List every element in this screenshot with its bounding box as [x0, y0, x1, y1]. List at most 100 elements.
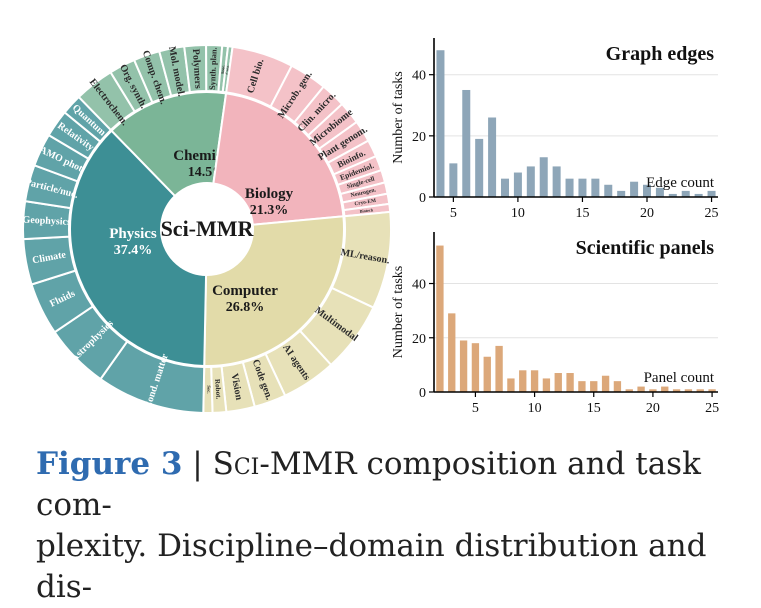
- sunburst-domain-label-neurogen: Neurogen.: [350, 187, 377, 199]
- scientific-panels-bar: [495, 345, 503, 392]
- caption-separator: |: [182, 446, 213, 482]
- scientific-panels-x-tick-label: 25: [705, 401, 719, 416]
- graph-edges-y-tick-label: 40: [412, 69, 426, 84]
- sunburst-discipline-share-computer: 26.8%: [226, 300, 265, 315]
- graph-edges-bar: [617, 190, 626, 197]
- sunburst-discipline-physics: [69, 129, 208, 367]
- graph-edges-x-label: Edge count: [646, 175, 715, 191]
- graph-edges-bar: [655, 187, 664, 197]
- caption-benchmark-name: Sci-MMR: [212, 446, 357, 482]
- figure-label: Figure 3: [36, 446, 183, 482]
- scientific-panels-bar: [684, 389, 693, 392]
- graph-edges-bar: [552, 166, 561, 197]
- scientific-panels-bar: [519, 370, 527, 392]
- scientific-panels-bar: [637, 386, 645, 392]
- scientific-panels-bar: [708, 389, 716, 392]
- scientific-panels-bar: [625, 389, 633, 392]
- graph-edges-x-tick-label: 5: [450, 206, 457, 221]
- graph-edges-y-tick-label: 0: [419, 191, 426, 206]
- sunburst-domain-label-synth-plan: Synth. plan.: [208, 47, 219, 90]
- graph-edges-bar: [694, 193, 703, 197]
- sunburst-domain-label-polymers: Polymers: [190, 49, 204, 90]
- scientific-panels-bar: [554, 373, 562, 392]
- sunburst-discipline-label-computer: Computer: [212, 283, 278, 299]
- scientific-panels-x-tick-label: 5: [472, 401, 479, 416]
- scientific-panels-bar: [530, 370, 539, 392]
- graph-edges-x-tick-label: 25: [705, 206, 719, 221]
- scientific-panels-bar: [448, 313, 456, 392]
- scientific-panels-bar: [578, 381, 586, 392]
- graph-edges-bar: [500, 178, 510, 197]
- figure-caption: Figure 3 | Sci-MMR composition and task …: [36, 444, 736, 608]
- scientific-panels-bar: [459, 340, 468, 392]
- scientific-panels-bar: [471, 343, 480, 392]
- graph-edges-bar: [436, 50, 445, 197]
- sunburst-chart: Electrochem.Org. synth.Comp. chem.Mol. m…: [22, 43, 392, 414]
- graph-edges-bar: [630, 181, 639, 197]
- graph-edges-y-tick-label: 20: [412, 130, 426, 145]
- scientific-panels-bar: [507, 378, 515, 392]
- scientific-panels-bar: [601, 375, 610, 392]
- sunburst-domain-label-sec: Sec.: [205, 385, 210, 393]
- sunburst-domain-label-geophysics: Geophysics: [22, 215, 71, 228]
- scientific-panels-bar: [542, 378, 551, 392]
- scientific-panels-x-tick-label: 15: [587, 401, 601, 416]
- scientific-panels-bar: [566, 373, 574, 392]
- scientific-panels-y-tick-label: 40: [412, 278, 426, 293]
- scientific-panels-bar: [672, 389, 681, 392]
- graph-edges-x-tick-label: 10: [511, 206, 525, 221]
- sunburst-domain-label-cata: Cata.: [224, 65, 230, 75]
- scientific-panels-y-tick-label: 20: [412, 332, 426, 347]
- sunburst-discipline-label-physics: Physics: [109, 226, 157, 242]
- scientific-panels-bar: [696, 389, 704, 392]
- graph-edges-bar: [604, 184, 613, 197]
- sunburst-domain-quantum: [63, 95, 113, 143]
- graph-edges-title: Graph edges: [606, 43, 715, 65]
- sunburst-domain-label-spec: Spec.: [220, 64, 226, 74]
- scientific-panels-bar: [613, 381, 622, 392]
- figure-canvas: Electrochem.Org. synth.Comp. chem.Mol. m…: [22, 38, 719, 416]
- scientific-panels-bar: [483, 356, 491, 392]
- sunburst-discipline-computer: [203, 215, 345, 367]
- graph-edges-chart: 0 20 40 5 10 15 20 25 Graph edges Edge count Numbe…: [391, 38, 719, 221]
- scientific-panels-x-tick-label: 10: [528, 401, 542, 416]
- scientific-panels-bar: [436, 245, 444, 392]
- graph-edges-y-label: Number of tasks: [391, 71, 406, 164]
- sunburst-domain-label-cryo-em: Cryo-EM: [354, 198, 376, 207]
- sunburst-discipline-label-biology: Biology: [245, 186, 294, 202]
- graph-edges-bar: [526, 166, 535, 197]
- scientific-panels-y-tick-label: 0: [419, 386, 426, 401]
- graph-edges-x-tick-label: 15: [575, 206, 589, 221]
- scientific-panels-title: Scientific panels: [576, 237, 715, 259]
- sunburst-domain-label-biotech: Biotech: [359, 207, 374, 214]
- graph-edges-bar: [668, 193, 677, 197]
- caption-text-line2: plexity. Discipline–domain distribution …: [36, 528, 707, 605]
- scientific-panels-bar: [661, 386, 669, 392]
- caption-text-line1: composition and task com-: [36, 446, 701, 523]
- scientific-panels-y-label: Number of tasks: [391, 266, 406, 359]
- scientific-panels-bar: [649, 389, 657, 392]
- scientific-panels-x-tick-label: 20: [646, 401, 660, 416]
- scientific-panels-bar: [590, 381, 598, 392]
- graph-edges-bar: [539, 157, 548, 197]
- graph-edges-bar: [681, 190, 690, 197]
- graph-edges-bar: [707, 190, 716, 197]
- scientific-panels-chart: 0 20 40 5 10 15 20 25 Scientific panels Panel cou…: [391, 232, 719, 416]
- graph-edges-bar: [462, 89, 471, 197]
- graph-edges-bar: [488, 117, 497, 197]
- sunburst-domain-label-vision: Vision: [228, 373, 244, 402]
- graph-edges-bar: [578, 178, 587, 197]
- sunburst-domain-label-robot: Robot.: [213, 379, 222, 400]
- sunburst-center-hole: [162, 184, 252, 274]
- graph-edges-bar: [513, 172, 522, 197]
- graph-edges-bar: [565, 178, 574, 197]
- graph-edges-bar: [642, 184, 652, 197]
- graph-edges-bar: [591, 178, 600, 197]
- scientific-panels-x-label: Panel count: [644, 370, 715, 386]
- sunburst-discipline-share-biology: 21.3%: [250, 203, 289, 218]
- sunburst-discipline-chemistry: [110, 91, 228, 198]
- sunburst-center-label: Sci-MMR: [161, 216, 255, 241]
- graph-edges-bar: [449, 163, 458, 197]
- graph-edges-bar: [475, 138, 484, 197]
- sunburst-discipline-share-physics: 37.4%: [114, 243, 153, 258]
